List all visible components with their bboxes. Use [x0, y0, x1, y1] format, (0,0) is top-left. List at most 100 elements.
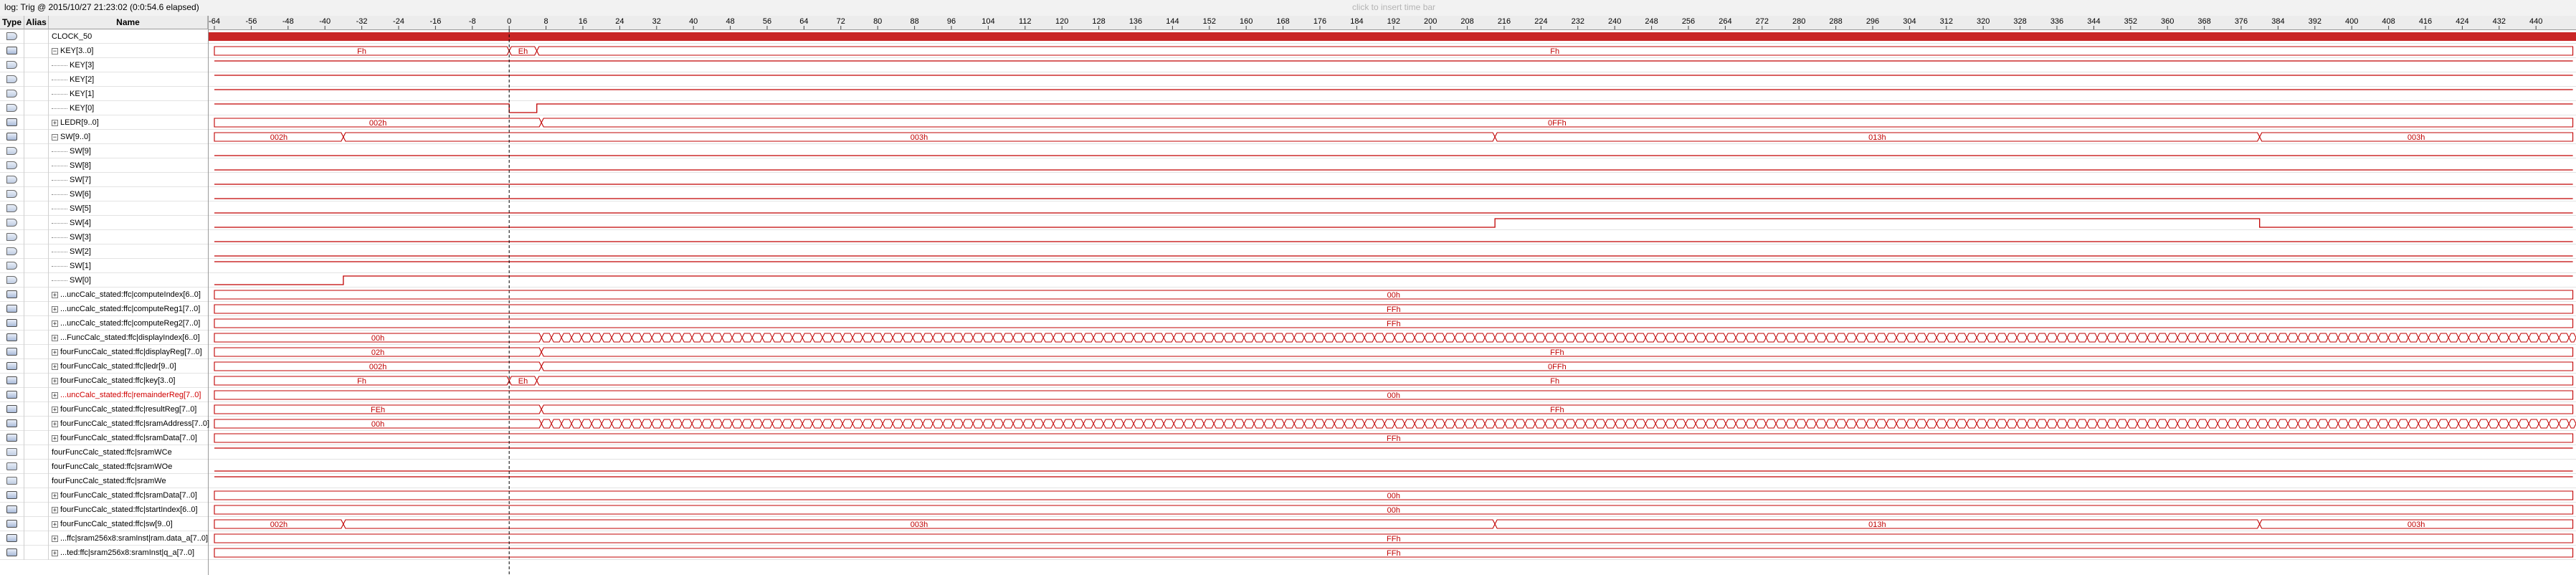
signal-row[interactable]: + ...ted:ffc|sram256x8:sramInst|q_a[7..0] [0, 546, 208, 560]
signal-row[interactable]: + fourFuncCalc_stated:ffc|resultReg[7..0] [0, 402, 208, 417]
signal-name[interactable]: fourFuncCalc_stated:ffc|sramWe [49, 474, 211, 488]
expand-icon[interactable]: + [52, 549, 58, 557]
signal-row[interactable]: − SW[9..0] [0, 130, 208, 144]
expand-icon[interactable]: + [52, 320, 58, 328]
signal-row[interactable]: KEY[0] [0, 101, 208, 115]
expand-icon[interactable]: + [52, 363, 58, 371]
signal-row[interactable]: CLOCK_50 [0, 29, 208, 44]
column-header-alias[interactable]: Alias [24, 16, 49, 29]
waveform-panel[interactable]: -64 -56 -48 -40 -32 -24 -16 -8 0 8 16 24 32 40 48 56 64 7… [209, 16, 2576, 575]
signal-row[interactable]: SW[8] [0, 158, 208, 173]
signal-name[interactable]: + fourFuncCalc_stated:ffc|sramData[7..0] [49, 488, 211, 503]
signal-name[interactable]: + fourFuncCalc_stated:ffc|sw[9..0] [49, 517, 211, 531]
signal-row[interactable]: fourFuncCalc_stated:ffc|sramWOe [0, 460, 208, 474]
expand-icon[interactable]: + [52, 434, 58, 442]
signal-name[interactable]: + ...FuncCalc_stated:ffc|displayIndex[6..… [49, 331, 211, 345]
signal-row[interactable]: + fourFuncCalc_stated:ffc|displayReg[7..0… [0, 345, 208, 359]
expand-icon[interactable]: + [52, 521, 58, 528]
expand-icon[interactable]: + [52, 334, 58, 342]
signal-row[interactable]: + ...uncCalc_stated:ffc|computeReg1[7..0] [0, 302, 208, 316]
signal-name[interactable]: + fourFuncCalc_stated:ffc|sramAddress[7..… [49, 417, 211, 431]
expand-icon[interactable]: + [52, 377, 58, 385]
signal-name[interactable]: + fourFuncCalc_stated:ffc|startIndex[6..0… [49, 503, 211, 517]
signal-row[interactable]: fourFuncCalc_stated:ffc|sramWe [0, 474, 208, 488]
signal-name[interactable]: SW[0] [49, 273, 211, 288]
expand-icon[interactable]: + [52, 506, 58, 514]
signal-row[interactable]: SW[6] [0, 187, 208, 201]
insert-time-bar-hint[interactable]: click to insert time bar [1352, 2, 1436, 12]
expand-icon[interactable]: + [52, 391, 58, 399]
signal-name[interactable]: KEY[3] [49, 58, 211, 72]
signal-name[interactable]: SW[4] [49, 216, 211, 230]
expand-icon[interactable]: + [52, 406, 58, 414]
signal-name[interactable]: SW[3] [49, 230, 211, 244]
signal-name[interactable]: KEY[0] [49, 101, 211, 115]
signal-name[interactable]: − SW[9..0] [49, 130, 211, 144]
signal-name[interactable]: + ...ffc|sram256x8:sramInst|ram.data_a[7.… [49, 531, 211, 546]
expand-icon[interactable]: + [52, 492, 58, 500]
signal-row[interactable]: SW[1] [0, 259, 208, 273]
signal-row[interactable]: + ...FuncCalc_stated:ffc|displayIndex[6..… [0, 331, 208, 345]
signal-name[interactable]: KEY[1] [49, 87, 211, 101]
signal-row[interactable]: + ...uncCalc_stated:ffc|remainderReg[7..0… [0, 388, 208, 402]
expand-icon[interactable]: + [52, 119, 58, 127]
signal-name[interactable]: + LEDR[9..0] [49, 115, 211, 130]
signal-name[interactable]: + fourFuncCalc_stated:ffc|sramData[7..0] [49, 431, 211, 445]
signal-row[interactable]: fourFuncCalc_stated:ffc|sramWCe [0, 445, 208, 460]
signal-row[interactable]: KEY[1] [0, 87, 208, 101]
signal-row[interactable]: + fourFuncCalc_stated:ffc|sramData[7..0] [0, 488, 208, 503]
expand-icon[interactable]: + [52, 305, 58, 313]
column-header-type[interactable]: Type [0, 16, 24, 29]
collapse-icon[interactable]: − [52, 47, 58, 55]
signal-row[interactable]: SW[2] [0, 244, 208, 259]
signal-name[interactable]: SW[1] [49, 259, 211, 273]
signal-name[interactable]: + fourFuncCalc_stated:ffc|resultReg[7..0] [49, 402, 211, 417]
signal-name[interactable]: − KEY[3..0] [49, 44, 211, 58]
signal-row[interactable]: + fourFuncCalc_stated:ffc|startIndex[6..0… [0, 503, 208, 517]
signal-name[interactable]: + ...uncCalc_stated:ffc|computeReg2[7..0] [49, 316, 211, 331]
signal-name[interactable]: KEY[2] [49, 72, 211, 87]
signal-name[interactable]: + fourFuncCalc_stated:ffc|ledr[9..0] [49, 359, 211, 374]
signal-name[interactable]: fourFuncCalc_stated:ffc|sramWCe [49, 445, 211, 460]
signal-row[interactable]: − KEY[3..0] [0, 44, 208, 58]
signal-row[interactable]: KEY[3] [0, 58, 208, 72]
signal-row[interactable]: + ...uncCalc_stated:ffc|computeReg2[7..0] [0, 316, 208, 331]
signal-name[interactable]: SW[5] [49, 201, 211, 216]
signal-row[interactable]: SW[4] [0, 216, 208, 230]
signal-row[interactable]: SW[5] [0, 201, 208, 216]
signal-name[interactable]: SW[6] [49, 187, 211, 201]
signal-name[interactable]: + ...ted:ffc|sram256x8:sramInst|q_a[7..0] [49, 546, 211, 560]
signal-name[interactable]: SW[9] [49, 144, 211, 158]
signal-row[interactable]: + fourFuncCalc_stated:ffc|sramAddress[7..… [0, 417, 211, 431]
signal-row[interactable]: SW[0] [0, 273, 208, 288]
signal-name[interactable]: + fourFuncCalc_stated:ffc|displayReg[7..0… [49, 345, 211, 359]
signal-row[interactable]: SW[7] [0, 173, 208, 187]
signal-name[interactable]: SW[7] [49, 173, 211, 187]
signal-row[interactable]: + ...uncCalc_stated:ffc|computeIndex[6..0… [0, 288, 208, 302]
signal-row[interactable]: + ...ffc|sram256x8:sramInst|ram.data_a[7.… [0, 531, 208, 546]
expand-icon[interactable]: + [52, 291, 58, 299]
signal-name[interactable]: SW[8] [49, 158, 211, 173]
expand-icon[interactable]: + [52, 348, 58, 356]
signal-name[interactable]: + ...uncCalc_stated:ffc|computeIndex[6..0… [49, 288, 211, 302]
expand-icon[interactable]: + [52, 420, 58, 428]
expand-icon[interactable]: + [52, 535, 58, 543]
signal-name[interactable]: + ...uncCalc_stated:ffc|remainderReg[7..0… [49, 388, 211, 402]
signal-row[interactable]: + LEDR[9..0] [0, 115, 208, 130]
signal-name[interactable]: fourFuncCalc_stated:ffc|sramWOe [49, 460, 211, 474]
collapse-icon[interactable]: − [52, 133, 58, 141]
signal-name[interactable]: SW[2] [49, 244, 211, 259]
signal-row[interactable]: SW[9] [0, 144, 208, 158]
column-header-name[interactable]: Name [49, 16, 208, 29]
signal-row[interactable]: SW[3] [0, 230, 208, 244]
signal-name[interactable]: + ...uncCalc_stated:ffc|computeReg1[7..0] [49, 302, 211, 316]
time-ruler[interactable]: -64 -56 -48 -40 -32 -24 -16 -8 0 8 16 24 32 40 48 56 64 7… [209, 16, 2576, 30]
signal-row[interactable]: + fourFuncCalc_stated:ffc|key[3..0] [0, 374, 208, 388]
signal-name[interactable]: CLOCK_50 [49, 29, 211, 44]
signal-name[interactable]: + fourFuncCalc_stated:ffc|key[3..0] [49, 374, 211, 388]
signal-row[interactable]: + fourFuncCalc_stated:ffc|sw[9..0] [0, 517, 208, 531]
signal-row[interactable]: + fourFuncCalc_stated:ffc|ledr[9..0] [0, 359, 208, 374]
signal-row[interactable]: KEY[2] [0, 72, 208, 87]
signal-row[interactable]: + fourFuncCalc_stated:ffc|sramData[7..0] [0, 431, 208, 445]
